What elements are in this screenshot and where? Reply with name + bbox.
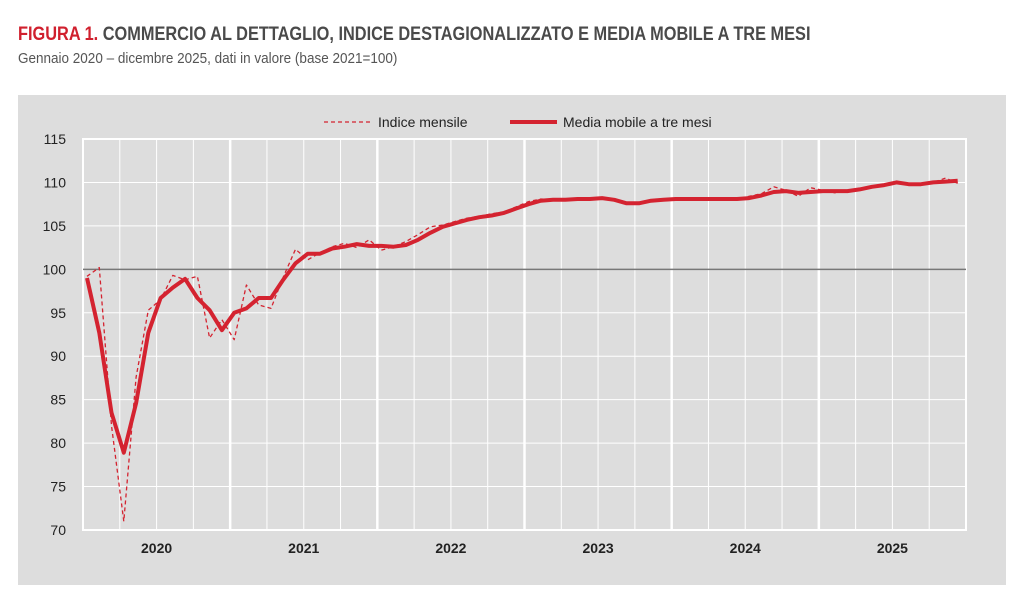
- x-tick-label: 2020: [141, 540, 172, 556]
- legend-label-monthly-index: Indice mensile: [378, 114, 468, 130]
- y-tick-label: 105: [43, 218, 67, 234]
- title-text: COMMERCIO AL DETTAGLIO, INDICE DESTAGION…: [102, 24, 811, 45]
- y-tick-label: 100: [43, 261, 67, 277]
- y-tick-label: 110: [44, 174, 67, 190]
- chart-title: FIGURA 1. COMMERCIO AL DETTAGLIO, INDICE…: [18, 24, 811, 46]
- y-tick-label: 85: [50, 392, 66, 408]
- x-tick-label: 2022: [435, 540, 466, 556]
- x-tick-label: 2025: [877, 540, 908, 556]
- y-tick-label: 115: [44, 131, 67, 147]
- chart-panel: [18, 95, 1006, 585]
- y-tick-label: 90: [50, 348, 66, 364]
- x-tick-label: 2024: [730, 540, 761, 556]
- legend-label-moving-average: Media mobile a tre mesi: [563, 114, 712, 130]
- y-tick-label: 70: [50, 522, 66, 538]
- y-tick-label: 80: [50, 435, 66, 451]
- x-tick-label: 2023: [583, 540, 614, 556]
- chart-subtitle: Gennaio 2020 – dicembre 2025, dati in va…: [18, 50, 398, 67]
- series-line-moving-average: [85, 178, 958, 455]
- y-tick-label: 75: [50, 479, 66, 495]
- y-tick-label: 95: [50, 305, 66, 321]
- series-line-monthly-index: [86, 177, 958, 522]
- x-tick-label: 2021: [288, 540, 319, 556]
- figure-label: FIGURA 1.: [18, 24, 99, 45]
